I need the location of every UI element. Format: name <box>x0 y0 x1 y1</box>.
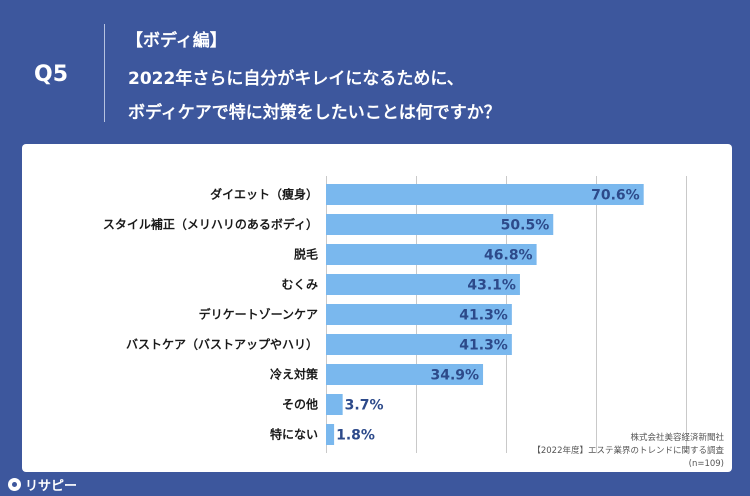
value-label: 34.9% <box>430 368 479 384</box>
logo-text: リサピー <box>25 478 78 494</box>
category-label: むくみ <box>282 278 318 292</box>
value-label: 1.8% <box>336 428 375 444</box>
category-label: その他 <box>282 397 318 412</box>
source-sample-size: (n=109) <box>688 459 724 469</box>
bar <box>326 424 335 445</box>
bar-chart: ダイエット（痩身） 70.6% スタイル補正（メリハリのあるボディ） 50.5% 脱毛 4… <box>103 176 687 453</box>
bar <box>326 184 644 205</box>
question-number: Q5 <box>34 62 69 87</box>
pin-icon <box>8 477 21 491</box>
bar <box>326 394 343 415</box>
source-company: 株式会社美容経済新聞社 <box>630 433 724 443</box>
brand-logo: リサピー <box>8 472 77 496</box>
bar <box>326 214 554 235</box>
header: Q5 【ボディ編】 2022年さらに自分がキレイになるために、 ボディケアで特に… <box>0 0 750 140</box>
bar <box>326 334 512 355</box>
source-survey: 【2022年度】エステ業界のトレンドに関する調査 <box>532 446 724 456</box>
subtitle: 【ボディ編】 <box>126 31 227 51</box>
category-label: バストケア（バストアップやハリ） <box>126 337 318 352</box>
title-line-1: 2022年さらに自分がキレイになるために、 <box>128 69 464 89</box>
category-label: ダイエット（痩身） <box>210 187 318 202</box>
category-label: 脱毛 <box>294 247 318 262</box>
value-label: 70.6% <box>591 188 640 204</box>
category-label: 特にない <box>270 427 318 442</box>
chart-panel: ダイエット（痩身） 70.6% スタイル補正（メリハリのあるボディ） 50.5% 脱毛 4… <box>22 144 732 472</box>
value-label: 50.5% <box>501 218 550 234</box>
category-label: スタイル補正（メリハリのあるボディ） <box>103 217 318 232</box>
value-label: 43.1% <box>467 278 516 294</box>
value-label: 41.3% <box>459 308 508 324</box>
source-note: 株式会社美容経済新聞社 【2022年度】エステ業界のトレンドに関する調査 (n=… <box>532 432 724 471</box>
category-label: デリケートゾーンケア <box>199 307 318 322</box>
bar <box>326 364 484 385</box>
bar <box>326 244 537 265</box>
category-label: 冷え対策 <box>270 367 319 382</box>
value-label: 46.8% <box>484 248 533 264</box>
header-divider <box>104 24 105 122</box>
value-label: 41.3% <box>459 338 508 354</box>
bar <box>326 274 520 295</box>
title-line-2: ボディケアで特に対策をしたいことは何ですか？ <box>128 103 501 123</box>
bar <box>326 304 512 325</box>
value-label: 3.7% <box>345 398 384 414</box>
